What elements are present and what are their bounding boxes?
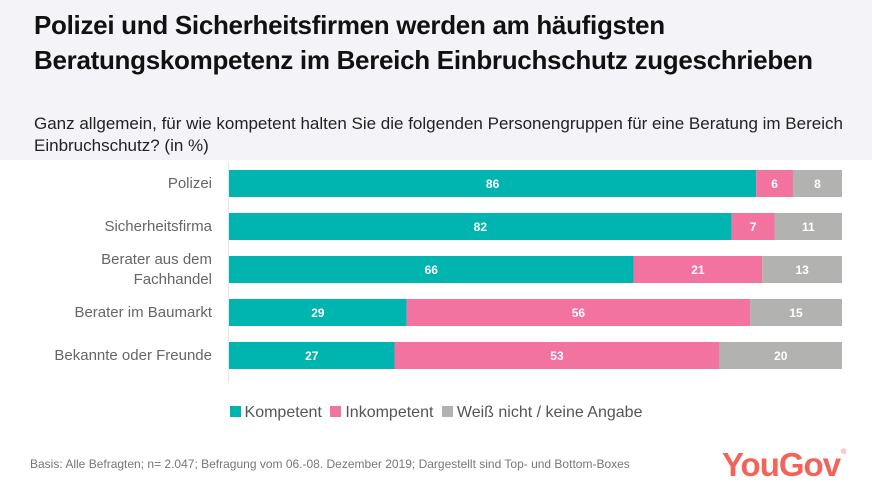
category-label: Polizei	[2, 174, 212, 194]
bar-segment-wei-nicht-keine-angabe	[719, 342, 842, 369]
data-label: 15	[789, 306, 803, 320]
legend-label: Inkompetent	[345, 404, 434, 421]
registered-mark: ®	[841, 449, 846, 456]
bar-segment-inkompetent	[406, 299, 751, 326]
bar-segment-inkompetent	[731, 213, 775, 240]
legend-swatch-kompetent	[229, 406, 241, 417]
data-label: 11	[802, 220, 815, 234]
category-label: Sicherheitsfirma	[2, 217, 212, 237]
bar-segment-wei-nicht-keine-angabe	[762, 256, 842, 283]
data-label: 13	[795, 263, 809, 277]
data-label: 29	[311, 306, 325, 320]
data-label: 27	[305, 349, 319, 363]
legend-swatch-inkompetent	[330, 406, 342, 417]
category-label-line: Berater aus dem	[101, 250, 212, 268]
data-label: 82	[474, 220, 488, 234]
legend-item-inkompetent: Inkompetent	[330, 404, 433, 422]
data-label: 56	[572, 306, 586, 320]
category-label-line: Polizei	[167, 174, 212, 192]
bar-segment-kompetent	[229, 256, 634, 283]
legend-label: Kompetent	[244, 404, 322, 421]
category-label: Bekannte oder Freunde	[2, 346, 212, 366]
category-label: Berater aus dem Fachhandel	[2, 250, 212, 290]
category-label: Berater im Baumarkt	[2, 303, 212, 323]
logo-text: YouGov	[722, 446, 841, 483]
bar-segment-wei-nicht-keine-angabe	[792, 170, 842, 197]
chart-subtitle: Ganz allgemein, für wie kompetent halten…	[34, 114, 843, 155]
category-label-line: Berater im Baumarkt	[74, 303, 212, 321]
data-label: 20	[774, 349, 788, 363]
bar-segment-kompetent	[229, 213, 732, 240]
data-label: 8	[814, 177, 821, 191]
footnote: Basis: Alle Befragten; n= 2.047; Befragu…	[30, 457, 630, 471]
bar-segment-kompetent	[229, 170, 757, 197]
data-label: 6	[771, 177, 778, 191]
data-label: 66	[425, 263, 439, 277]
category-label-line: Fachhandel	[133, 270, 212, 288]
chart-title: Polizei und Sicherheitsfirmen werden am …	[34, 10, 813, 75]
data-label: 53	[550, 349, 564, 363]
legend: Kompetent Inkompetent Weiß nicht / keine…	[0, 404, 872, 422]
category-label-line: Bekannte oder Freunde	[54, 346, 212, 364]
data-label: 7	[750, 220, 757, 234]
bar-segment-kompetent	[229, 299, 407, 326]
legend-item-weiss-nicht: Weiß nicht / keine Angabe	[441, 404, 643, 422]
bar-segment-kompetent	[229, 342, 395, 369]
data-label: 21	[691, 263, 705, 277]
header-panel: Polizei und Sicherheitsfirmen werden am …	[0, 0, 872, 160]
bar-segment-wei-nicht-keine-angabe	[750, 299, 842, 326]
legend-swatch-weiss-nicht	[441, 406, 453, 417]
category-label-line: Sicherheitsfirma	[104, 217, 212, 235]
y-axis-line	[228, 162, 229, 382]
bar-segment-wei-nicht-keine-angabe	[774, 213, 842, 240]
yougov-logo: YouGov®	[722, 446, 846, 484]
data-label: 86	[486, 177, 500, 191]
bar-segment-inkompetent	[756, 170, 793, 197]
bar-segment-inkompetent	[633, 256, 763, 283]
legend-item-kompetent: Kompetent	[229, 404, 322, 422]
bar-segment-inkompetent	[394, 342, 720, 369]
legend-label: Weiß nicht / keine Angabe	[456, 404, 643, 421]
